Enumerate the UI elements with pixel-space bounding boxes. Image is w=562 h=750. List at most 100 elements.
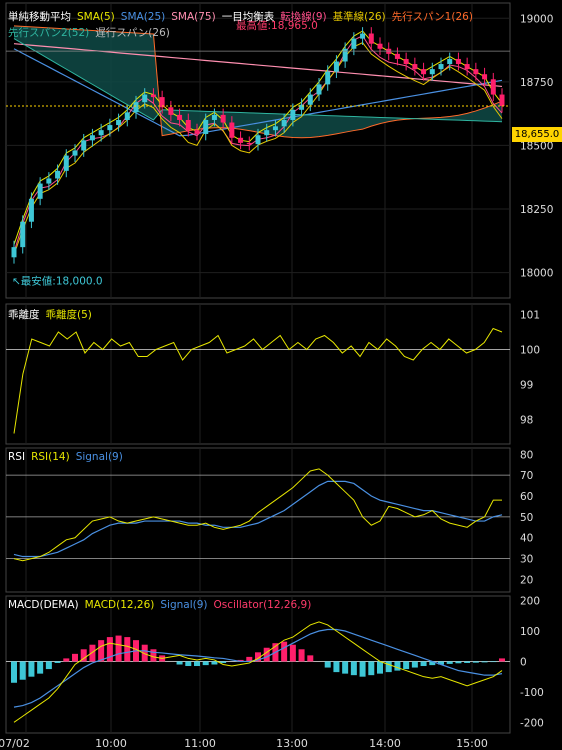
oscillator-bar <box>98 640 105 662</box>
candle-body <box>168 107 174 115</box>
macd-tick-label: 200 <box>520 596 540 608</box>
oscillator-bar <box>176 661 183 665</box>
candle-body <box>72 150 78 156</box>
candle-body <box>177 114 183 120</box>
dev-tick-label: 100 <box>520 345 540 357</box>
candle-body <box>482 74 488 80</box>
oscillator-bar <box>80 649 87 662</box>
candle-body <box>124 112 130 120</box>
oscillator-bar <box>246 656 253 662</box>
candle-body <box>473 69 479 75</box>
oscillator-bar <box>333 661 340 673</box>
oscillator-bar <box>394 661 401 671</box>
main-legend-2: 先行スパン2(52) 遅行スパン(26) <box>8 25 176 40</box>
oscillator-bar <box>211 661 218 665</box>
candle-body <box>429 69 435 75</box>
oscillator-bar <box>194 661 200 667</box>
dev-tick-label: 99 <box>520 380 533 392</box>
oscillator-bar <box>28 661 35 677</box>
oscillator-bar <box>368 661 375 676</box>
oscillator-bar <box>298 649 305 662</box>
rsi-legend-item-0: RSI <box>8 451 26 463</box>
oscillator-bar <box>472 661 479 663</box>
candle-body <box>142 94 148 103</box>
sma25-line <box>13 48 503 137</box>
main-legend-item-4: 一目均衡表 <box>221 11 275 23</box>
candle-body <box>264 130 270 136</box>
candle-body <box>46 178 52 184</box>
oscillator-bar <box>429 661 436 666</box>
candle-body <box>203 119 209 134</box>
rsi-tick-label: 20 <box>520 574 533 586</box>
candle-body <box>133 102 139 113</box>
candle-body <box>316 84 322 95</box>
candle-body <box>98 130 104 136</box>
rsi-tick-label: 50 <box>520 512 533 524</box>
candle-body <box>438 64 444 70</box>
low-label: ↖最安値:18,000.0 <box>12 275 103 288</box>
oscillator-bar <box>385 661 392 673</box>
rsi-legend: RSI RSI(14) Signal(9) <box>8 451 129 463</box>
candle-body <box>281 119 287 127</box>
main-legend-item-2: SMA(25) <box>120 11 166 23</box>
panel-frame-1 <box>5 303 511 445</box>
candle-body <box>490 79 496 95</box>
macd-signal-line <box>13 628 503 708</box>
macd-legend-item-1: MACD(12,26) <box>84 599 155 611</box>
panel-frame-3 <box>5 595 511 734</box>
macd-legend-item-3: Oscillator(12,26,9) <box>213 599 312 611</box>
candle-body <box>220 114 226 123</box>
macd-line <box>13 621 503 723</box>
candle-body <box>246 142 252 145</box>
time-tick-label: 14:00 <box>369 737 401 750</box>
candle-body <box>55 170 61 179</box>
deviation-legend: 乖離度 乖離度(5) <box>8 307 98 322</box>
rsi-legend-item-2: Signal(9) <box>75 451 123 463</box>
candle-body <box>150 94 156 98</box>
candle-body <box>368 33 374 44</box>
rsi-tick-label: 70 <box>520 470 533 482</box>
time-tick-label: 15:00 <box>456 737 488 750</box>
oscillator-bar <box>19 661 26 680</box>
macd-legend-item-2: Signal(9) <box>160 599 208 611</box>
oscillator-bar <box>255 652 261 662</box>
rsi-tick-label: 60 <box>520 491 533 503</box>
oscillator-bar <box>124 637 131 662</box>
time-tick-label: 13:00 <box>276 737 308 750</box>
candle-body <box>455 58 461 65</box>
oscillator-bar <box>141 644 148 662</box>
candle-body <box>116 119 122 126</box>
oscillator-bar <box>185 661 192 667</box>
oscillator-bar <box>499 658 505 662</box>
rsi-tick-label: 40 <box>520 533 533 545</box>
macd-tick-label: -100 <box>520 687 544 699</box>
oscillator-bar <box>115 635 122 662</box>
candle-body <box>81 140 87 151</box>
oscillator-bar <box>438 661 444 665</box>
candle-body <box>464 64 470 70</box>
candle-body <box>194 130 200 134</box>
candle-body <box>351 38 357 49</box>
oscillator-bar <box>63 658 70 662</box>
main-legend-item-5: 転換線(9) <box>280 11 327 23</box>
candle-body <box>28 198 34 222</box>
oscillator-bar <box>202 661 209 666</box>
candle-body <box>499 94 505 106</box>
oscillator-bar <box>420 661 427 667</box>
candle-body <box>11 247 17 258</box>
rsi-tick-label: 80 <box>520 449 533 461</box>
candle-body <box>229 122 235 138</box>
oscillator-bar <box>237 659 244 662</box>
rsi-line <box>13 468 502 562</box>
oscillator-bar <box>455 661 462 664</box>
oscillator-bar <box>106 637 113 662</box>
oscillator-bar <box>150 649 157 662</box>
candle-body <box>325 71 331 85</box>
panel-frame-2 <box>5 447 511 593</box>
candle-body <box>185 119 191 131</box>
main-legend-item-0: 単純移動平均 <box>8 11 71 23</box>
oscillator-bar <box>464 661 471 663</box>
candle-body <box>238 137 244 143</box>
candle-body <box>37 183 43 199</box>
